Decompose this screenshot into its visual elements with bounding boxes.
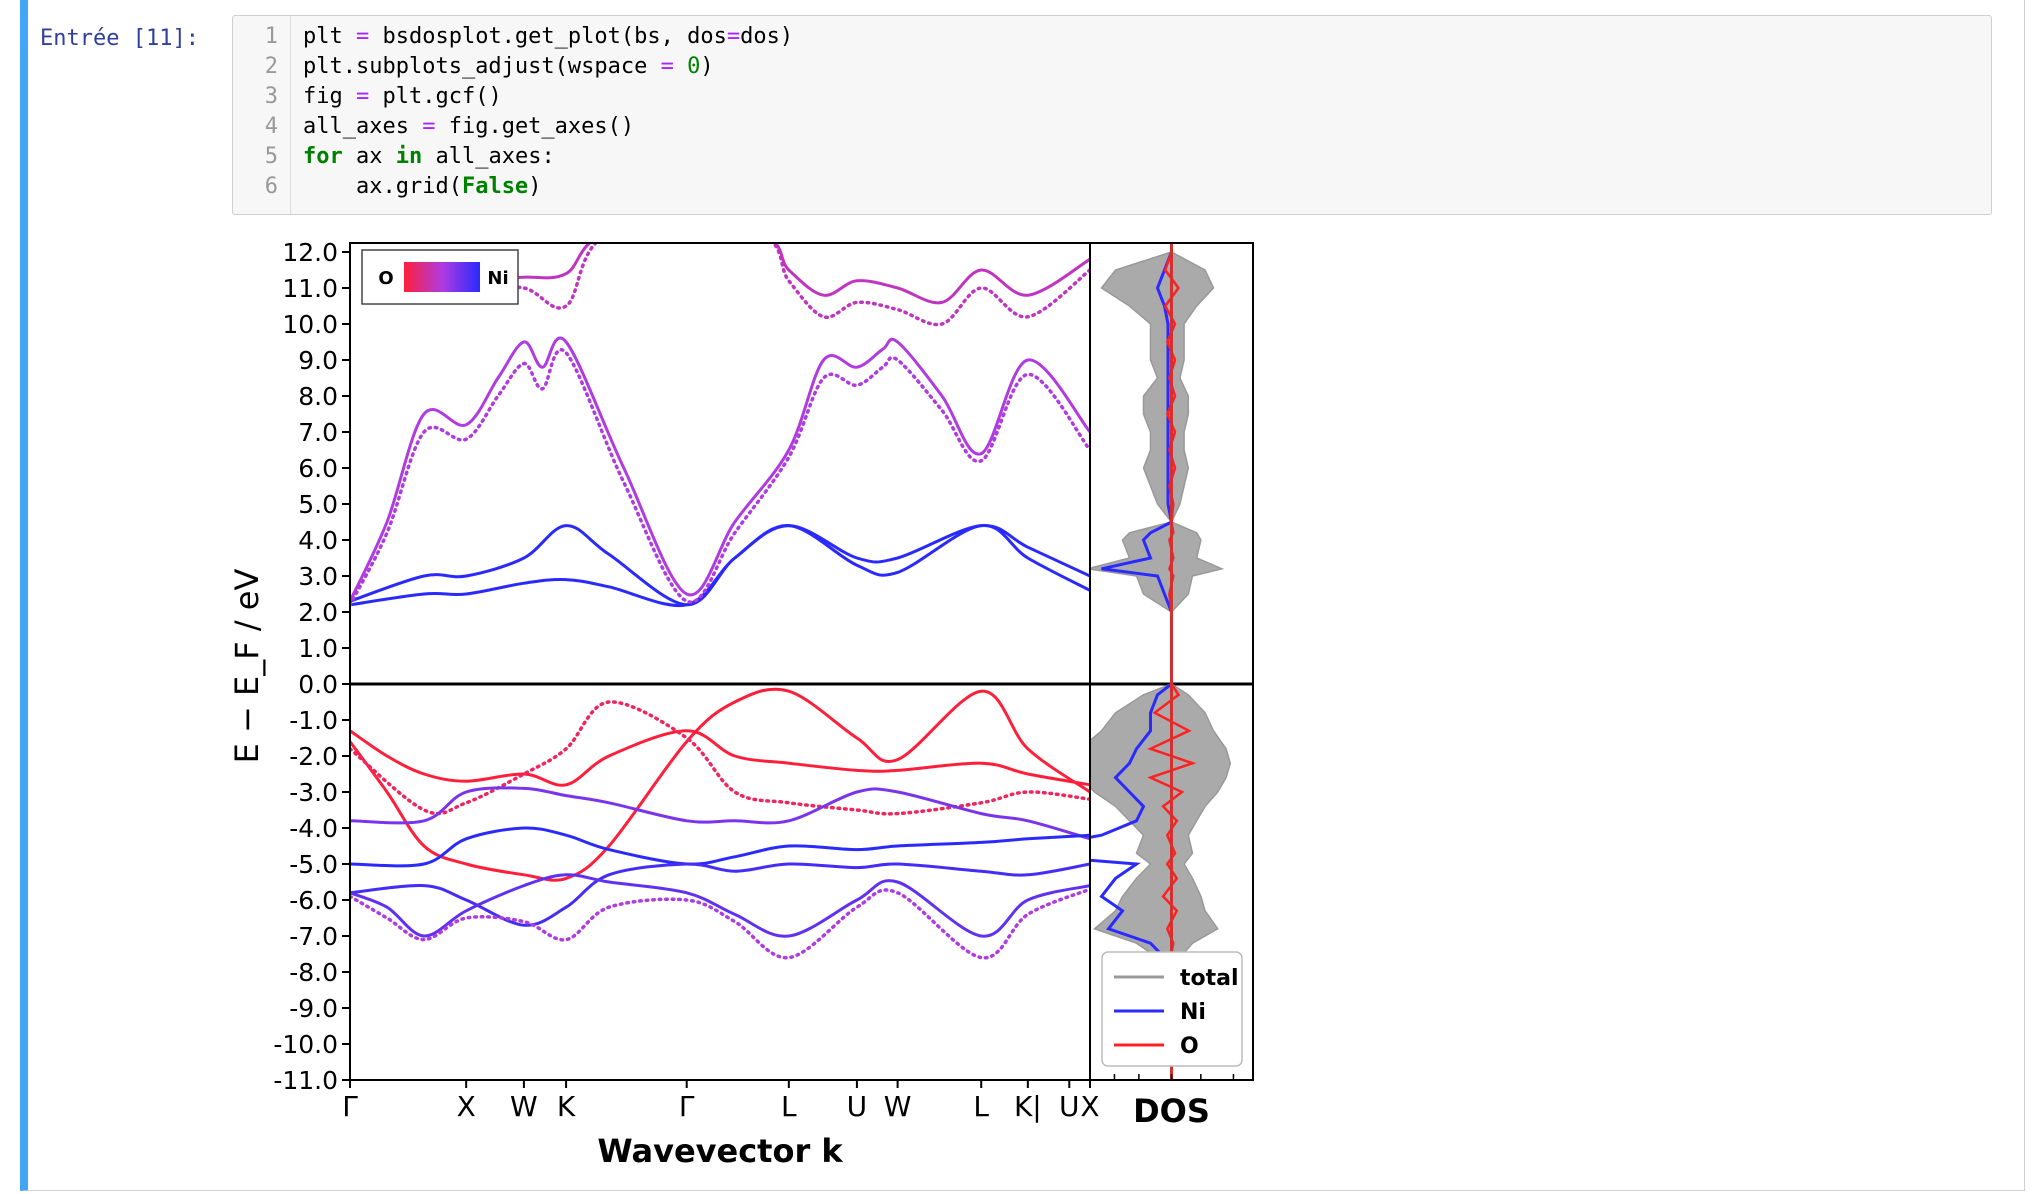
y-tick-label: 7.0 [298,418,338,447]
band-5 [464,243,1090,327]
y-tick-label: 2.0 [298,598,338,627]
line-number: 6 [264,174,278,199]
code-line[interactable]: plt.subplots_adjust(wspace = 0) [303,54,714,79]
y-tick-label: 8.0 [298,382,338,411]
dos-legend-box [1101,951,1243,1067]
k-tick-label: W [884,1090,912,1123]
y-axis-label: E − E_F / eV [228,569,266,764]
colorbar-legend: O Ni [361,249,519,305]
dos-axis-label: DOS [1133,1092,1210,1130]
band-3 [350,348,1090,607]
k-tick-label: X [1080,1090,1099,1123]
dos-plot: DOS total Ni O [1089,242,1254,1130]
y-tick-label: 3.0 [298,562,338,591]
code-editor[interactable]: 1 2 3 4 5 6 plt = bsdosplot.get_plot(bs, dos=… [232,15,1992,215]
y-tick-label: -3.0 [289,778,338,807]
band-axes-frame [349,242,1091,1081]
dos-curves [1090,243,1232,1080]
k-tick-label: Γ [342,1090,358,1123]
dos-legend-label: Ni [1180,1000,1206,1025]
band-4 [466,243,1090,305]
y-tick-label: -9.0 [289,994,338,1023]
band-1 [350,524,1090,607]
k-tick-label: K| [1014,1090,1042,1123]
k-tick-label: U [847,1090,868,1123]
k-tick-label: W [510,1090,538,1123]
y-tick-label: -2.0 [289,742,338,771]
code-line[interactable]: for ax in all_axes: [303,144,555,169]
y-tick-label: -4.0 [289,814,338,843]
y-tick-label: 0.0 [298,670,338,699]
band-12 [350,873,1090,938]
k-tick-label: U [1059,1090,1080,1123]
line-number: 1 [264,24,278,49]
dos-legend-label: total [1180,966,1239,991]
band-6 [350,729,1090,787]
band-9 [350,786,1090,841]
band-8 [350,700,1090,816]
y-tick-label: 11.0 [282,274,338,303]
y-tick-label: 9.0 [298,346,338,375]
k-tick-label: K [557,1090,576,1123]
dos-legend-label: O [1180,1034,1199,1059]
y-tick-label: -7.0 [289,922,338,951]
dos-total-area [1090,251,1232,1080]
y-tick-label: 1.0 [298,634,338,663]
band-11 [350,862,1090,927]
y-tick-label: -8.0 [289,958,338,987]
band-2 [350,336,1090,602]
y-tick-label: 12.0 [282,238,338,267]
y-tick-label: -1.0 [289,706,338,735]
band-10 [350,826,1090,868]
y-tick-label: -6.0 [289,886,338,915]
k-tick-label: Γ [679,1090,695,1123]
y-tick-label: -5.0 [289,850,338,879]
line-number: 2 [264,54,278,79]
y-tick-label: -11.0 [273,1066,338,1095]
band-structure-plot: 12.0 11.0 10.0 9.0 8.0 7.0 6.0 5.0 4.0 3.0 2.0 1.0 0… [228,238,1253,1170]
code-line[interactable]: fig = plt.gcf() [303,84,502,109]
k-tick-label: X [457,1090,476,1123]
line-number: 5 [264,144,278,169]
y-tick-label: 5.0 [298,490,338,519]
x-axis-label: Wavevector k [597,1132,843,1170]
band-lines [350,243,1090,960]
bsdos-figure: 12.0 11.0 10.0 9.0 8.0 7.0 6.0 5.0 4.0 3.0 2.0 1.0 0… [228,238,1254,1170]
line-number: 4 [264,114,278,139]
code-line[interactable]: all_axes = fig.get_axes() [303,114,635,139]
colorbar-gradient [404,262,480,292]
y-tick-label: 10.0 [282,310,338,339]
dos-ni-line [1090,251,1174,1080]
band-13 [350,887,1090,960]
code-line[interactable]: ax.grid(False) [303,174,542,199]
y-tick-label: 4.0 [298,526,338,555]
k-tick-label: L [781,1090,797,1123]
y-tick-label: -10.0 [273,1030,338,1059]
cell-prompt: Entrée [11]: [40,26,199,51]
dos-legend: total Ni O [1101,951,1243,1067]
y-tick-label: 6.0 [298,454,338,483]
k-tick-label: L [973,1090,989,1123]
band-7 [350,687,1090,882]
line-number: 3 [264,84,278,109]
line-number-gutter: 1 2 3 4 5 6 [233,16,291,214]
band-0 [350,524,1090,608]
colorbar-label-ni: Ni [487,268,508,289]
code-line[interactable]: plt = bsdosplot.get_plot(bs, dos=dos) [303,24,794,49]
colorbar-label-o: O [378,268,393,289]
